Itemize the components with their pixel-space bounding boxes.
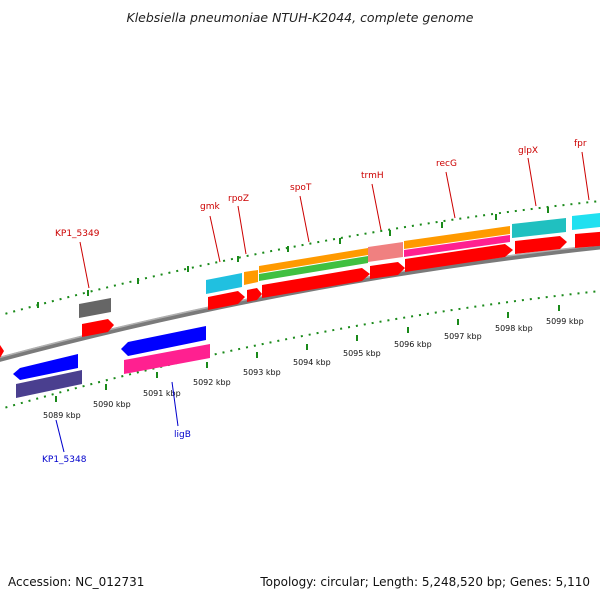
tick-label: 5096 kbp <box>394 340 432 349</box>
cds-arrow[interactable] <box>575 231 600 248</box>
gene-label: ligB <box>174 430 191 440</box>
tick-label: 5094 kbp <box>293 358 331 367</box>
gene-recG-box-orange[interactable] <box>404 226 510 249</box>
bottom-tick-track <box>0 290 600 411</box>
label-connectors <box>55 151 590 453</box>
gene-label: trmH <box>361 171 384 181</box>
tick-label: 5098 kbp <box>495 324 533 333</box>
gene-gmk-box[interactable] <box>206 273 242 294</box>
gene-ligB-arrow[interactable] <box>121 326 206 356</box>
top-major-ticks <box>37 207 549 308</box>
forward-features <box>79 212 600 318</box>
cds-arrow[interactable] <box>262 268 370 298</box>
cds-arrow[interactable] <box>0 345 4 359</box>
accession-text: Accession: NC_012731 <box>8 575 145 589</box>
diagram-title: Klebsiella pneumoniae NTUH-K2044, comple… <box>126 10 474 25</box>
topology-text: Topology: circular; Length: 5,248,520 bp… <box>260 575 590 589</box>
gene-label: fpr <box>574 139 587 149</box>
cds-arrow[interactable] <box>405 244 513 272</box>
gene-label: KP1_5349 <box>55 229 100 239</box>
gene-fpr-box[interactable] <box>572 212 600 230</box>
cds-arrow[interactable] <box>247 288 262 302</box>
gene-kp1-5348-arrow[interactable] <box>13 354 78 380</box>
tick-label: 5099 kbp <box>546 317 584 326</box>
tick-label: 5091 kbp <box>143 389 181 398</box>
cds-arrow[interactable] <box>208 291 245 310</box>
gene-label: gmk <box>200 202 220 212</box>
gene-label: recG <box>436 159 457 169</box>
tick-label: 5095 kbp <box>343 349 381 358</box>
tick-label: 5097 kbp <box>444 332 482 341</box>
gene-kp1-5348-box[interactable] <box>16 370 82 398</box>
gene-kp1-5349-box[interactable] <box>79 298 111 318</box>
gene-glpX-box[interactable] <box>512 218 566 238</box>
gene-label: KP1_5348 <box>42 455 87 465</box>
cds-arrow[interactable] <box>82 319 114 337</box>
gene-label: spoT <box>290 183 312 193</box>
gene-label: glpX <box>518 146 538 156</box>
tick-label: 5089 kbp <box>43 411 81 420</box>
cds-arrow[interactable] <box>370 262 405 279</box>
forward-cds-arrows <box>0 231 600 359</box>
tick-label: 5093 kbp <box>243 368 281 377</box>
reverse-features <box>13 326 210 398</box>
tick-label: 5092 kbp <box>193 378 231 387</box>
gene-recG-box-pink[interactable] <box>404 235 510 257</box>
gene-spoT-box-green[interactable] <box>259 256 368 281</box>
gene-rpoZ-box[interactable] <box>244 270 258 285</box>
gene-ligB-box[interactable] <box>124 344 210 374</box>
bottom-major-ticks <box>55 305 560 402</box>
gene-label: rpoZ <box>228 194 249 204</box>
gene-spoT-box-orange[interactable] <box>259 248 368 273</box>
gene-trmH-box[interactable] <box>368 242 403 262</box>
cds-arrow[interactable] <box>515 236 567 254</box>
tick-label: 5090 kbp <box>93 400 131 409</box>
